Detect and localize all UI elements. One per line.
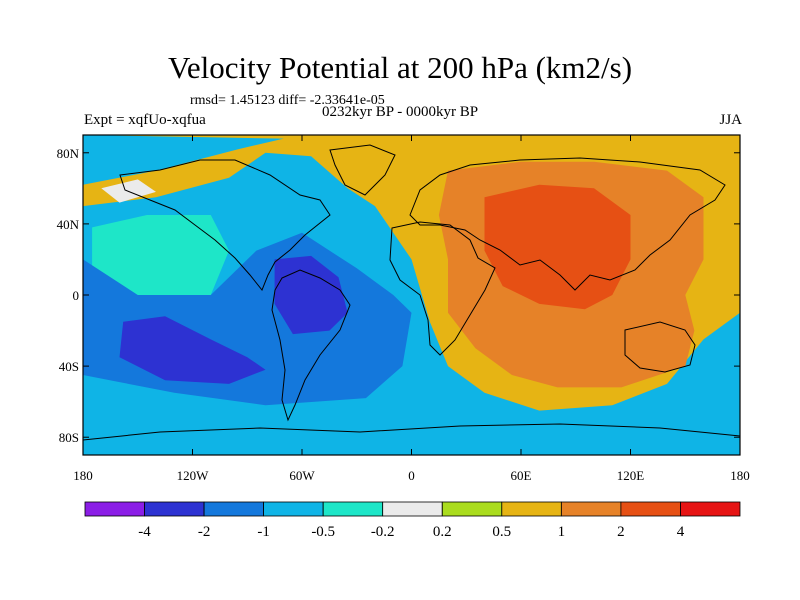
colorbar-swatch-2	[203, 501, 265, 517]
colorbar-label-7: 1	[558, 524, 566, 540]
x-tick-label-4: 60E	[511, 468, 532, 483]
coastline-australia	[624, 321, 696, 373]
y-tick-label-0: 80N	[57, 146, 80, 161]
y-tick-label-1: 40N	[57, 217, 80, 232]
coastline-antarctica	[83, 423, 740, 441]
colorbar-label-6: 0.5	[492, 524, 511, 540]
stats-text: rmsd= 1.45123 diff= -2.33641e-05	[190, 93, 385, 108]
x-tick-label-6: 180	[730, 468, 750, 483]
colorbar-swatch-1	[144, 501, 205, 517]
colorbar-swatch-5	[382, 501, 443, 517]
y-tick-label-4: 80S	[59, 430, 79, 445]
colorbar-swatch-3	[263, 501, 324, 517]
x-tick-label-3: 0	[408, 468, 415, 483]
field-region-4	[92, 215, 229, 304]
coastlines	[83, 144, 740, 441]
coastline-greenland	[329, 144, 396, 196]
experiment-label: Expt = xqfUo-xqfua	[84, 112, 206, 128]
page-title: Velocity Potential at 200 hPa (km2/s)	[167, 50, 633, 85]
coastline-south-america	[271, 269, 351, 422]
colorbar-label-3: -0.5	[311, 524, 335, 540]
colorbar-swatch-6	[441, 501, 503, 517]
colorbar-label-9: 4	[677, 524, 685, 540]
x-tick-label-0: 180	[73, 468, 93, 483]
colorbar-swatch-10	[680, 501, 741, 517]
y-tick-label-3: 40S	[59, 359, 79, 374]
period-label: 0232kyr BP - 0000kyr BP	[322, 104, 479, 120]
y-tick-label-2: 0	[73, 288, 80, 303]
season-label: JJA	[719, 112, 742, 128]
colorbar-label-8: 2	[617, 524, 625, 540]
colorbar-label-4: -0.2	[371, 524, 395, 540]
colorbar-label-2: -1	[257, 524, 270, 540]
colorbar-swatch-4	[322, 501, 384, 517]
colorbar-swatch-8	[561, 501, 622, 517]
velocity-potential-field	[83, 135, 740, 455]
colorbar: -4 -2 -1 -0.5 -0.2 0.2 0.5 1 2 4	[84, 501, 741, 540]
x-tick-label-2: 60W	[289, 468, 315, 483]
colorbar-label-0: -4	[138, 524, 151, 540]
field-region-2	[484, 184, 631, 310]
colorbar-swatch-7	[501, 501, 562, 517]
colorbar-swatch-0	[84, 501, 145, 517]
coastline-africa	[389, 221, 496, 356]
x-tick-label-1: 120W	[177, 468, 210, 483]
colorbar-label-1: -2	[198, 524, 211, 540]
coastline-north-america	[119, 159, 331, 291]
coastline-eurasia	[409, 157, 726, 291]
colorbar-label-5: 0.2	[433, 524, 452, 540]
field-region-6	[119, 316, 266, 384]
field-region-7	[274, 255, 348, 335]
colorbar-swatch-9	[620, 501, 681, 517]
x-tick-label-5: 120E	[617, 468, 645, 483]
